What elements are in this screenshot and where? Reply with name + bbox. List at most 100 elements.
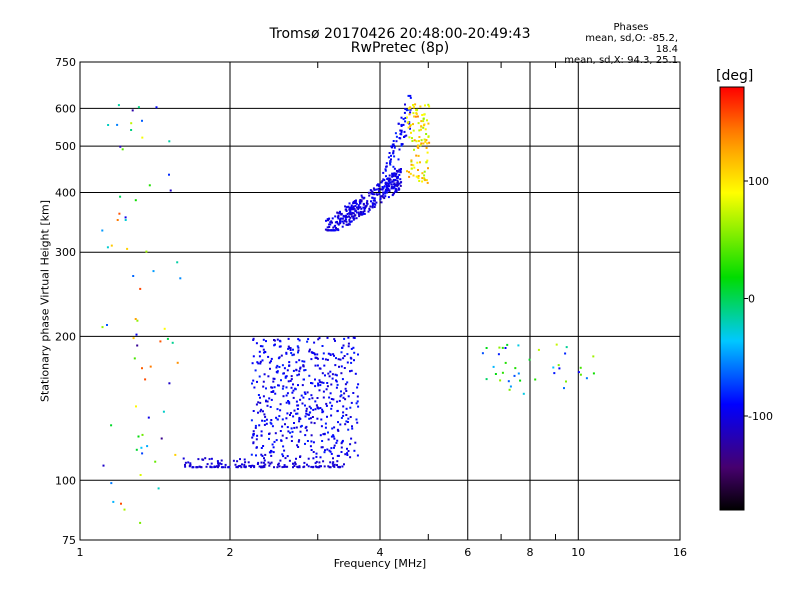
- data-point: [422, 142, 425, 145]
- data-point: [329, 401, 332, 404]
- data-point: [398, 168, 401, 171]
- data-point: [292, 348, 294, 351]
- x-tick-label: 10: [571, 546, 585, 559]
- data-point: [308, 417, 311, 420]
- data-point: [371, 193, 374, 196]
- data-point: [400, 133, 403, 136]
- data-point: [555, 343, 558, 346]
- data-point: [333, 426, 336, 429]
- data-point: [343, 219, 346, 222]
- data-point: [316, 417, 319, 420]
- data-point: [356, 421, 359, 424]
- data-point: [312, 457, 315, 460]
- data-point: [329, 221, 332, 224]
- data-point: [592, 355, 595, 358]
- data-point: [124, 216, 127, 219]
- data-point: [284, 375, 287, 378]
- data-point: [347, 395, 350, 398]
- data-point: [252, 379, 255, 382]
- data-point: [415, 140, 418, 143]
- data-point: [296, 412, 299, 415]
- data-point: [334, 373, 337, 376]
- data-point: [141, 136, 144, 139]
- data-point: [336, 409, 339, 412]
- data-point: [279, 340, 282, 343]
- data-point: [324, 228, 327, 231]
- data-point: [239, 464, 242, 467]
- data-point: [312, 351, 314, 354]
- data-point: [400, 144, 403, 147]
- data-point: [389, 163, 392, 166]
- y-axis-label: Stationary phase Virtual Height [km]: [38, 199, 52, 403]
- data-point: [316, 364, 319, 367]
- data-point: [263, 423, 266, 426]
- data-point: [353, 217, 356, 220]
- data-point: [255, 342, 258, 345]
- data-point: [283, 372, 285, 375]
- data-point: [286, 426, 289, 429]
- data-point: [427, 103, 430, 106]
- data-point: [350, 369, 353, 372]
- data-point: [329, 450, 332, 453]
- data-point: [353, 449, 356, 452]
- data-point: [368, 207, 371, 210]
- data-point: [331, 373, 334, 376]
- data-point: [328, 396, 331, 399]
- data-point: [280, 354, 283, 357]
- data-point: [340, 372, 343, 375]
- data-point: [408, 122, 411, 125]
- data-point: [395, 169, 398, 172]
- data-point: [368, 208, 371, 211]
- data-point: [342, 411, 345, 414]
- data-point: [347, 336, 350, 339]
- data-point: [208, 458, 211, 461]
- data-point: [326, 382, 329, 384]
- data-point: [341, 440, 344, 443]
- data-point: [331, 217, 334, 220]
- data-point: [413, 166, 416, 169]
- data-point: [399, 129, 402, 132]
- data-point: [123, 508, 126, 511]
- data-point: [342, 405, 345, 408]
- data-point: [381, 180, 384, 183]
- data-point: [494, 373, 497, 375]
- data-point: [397, 158, 400, 161]
- data-point: [373, 193, 376, 196]
- data-point: [333, 338, 336, 341]
- data-point: [348, 202, 351, 205]
- y-tick-label: 200: [55, 330, 76, 343]
- data-point: [257, 401, 260, 404]
- data-point: [390, 185, 393, 188]
- data-point: [263, 420, 266, 422]
- data-point: [355, 211, 358, 214]
- data-point: [391, 180, 394, 183]
- data-point: [534, 378, 537, 381]
- data-point: [392, 175, 395, 177]
- data-point: [333, 229, 336, 232]
- data-point: [361, 213, 364, 216]
- data-point: [320, 425, 323, 428]
- data-point: [261, 345, 264, 348]
- data-point: [241, 463, 243, 466]
- data-point: [281, 466, 284, 469]
- data-point: [331, 427, 334, 430]
- data-point: [307, 338, 310, 341]
- phases-heading: Phases: [613, 22, 649, 33]
- data-point: [400, 168, 402, 170]
- data-point: [220, 466, 223, 469]
- data-point: [410, 163, 413, 166]
- data-point: [331, 462, 334, 465]
- data-point: [329, 461, 332, 464]
- data-point: [384, 189, 387, 191]
- data-point: [315, 356, 318, 359]
- data-point: [421, 172, 424, 175]
- data-point: [296, 404, 299, 407]
- data-point: [537, 348, 540, 351]
- data-point: [292, 353, 295, 356]
- data-point: [315, 452, 318, 455]
- data-point: [501, 371, 504, 374]
- data-point: [402, 118, 405, 121]
- data-point: [395, 189, 398, 192]
- data-point: [264, 415, 267, 418]
- data-point: [256, 380, 258, 383]
